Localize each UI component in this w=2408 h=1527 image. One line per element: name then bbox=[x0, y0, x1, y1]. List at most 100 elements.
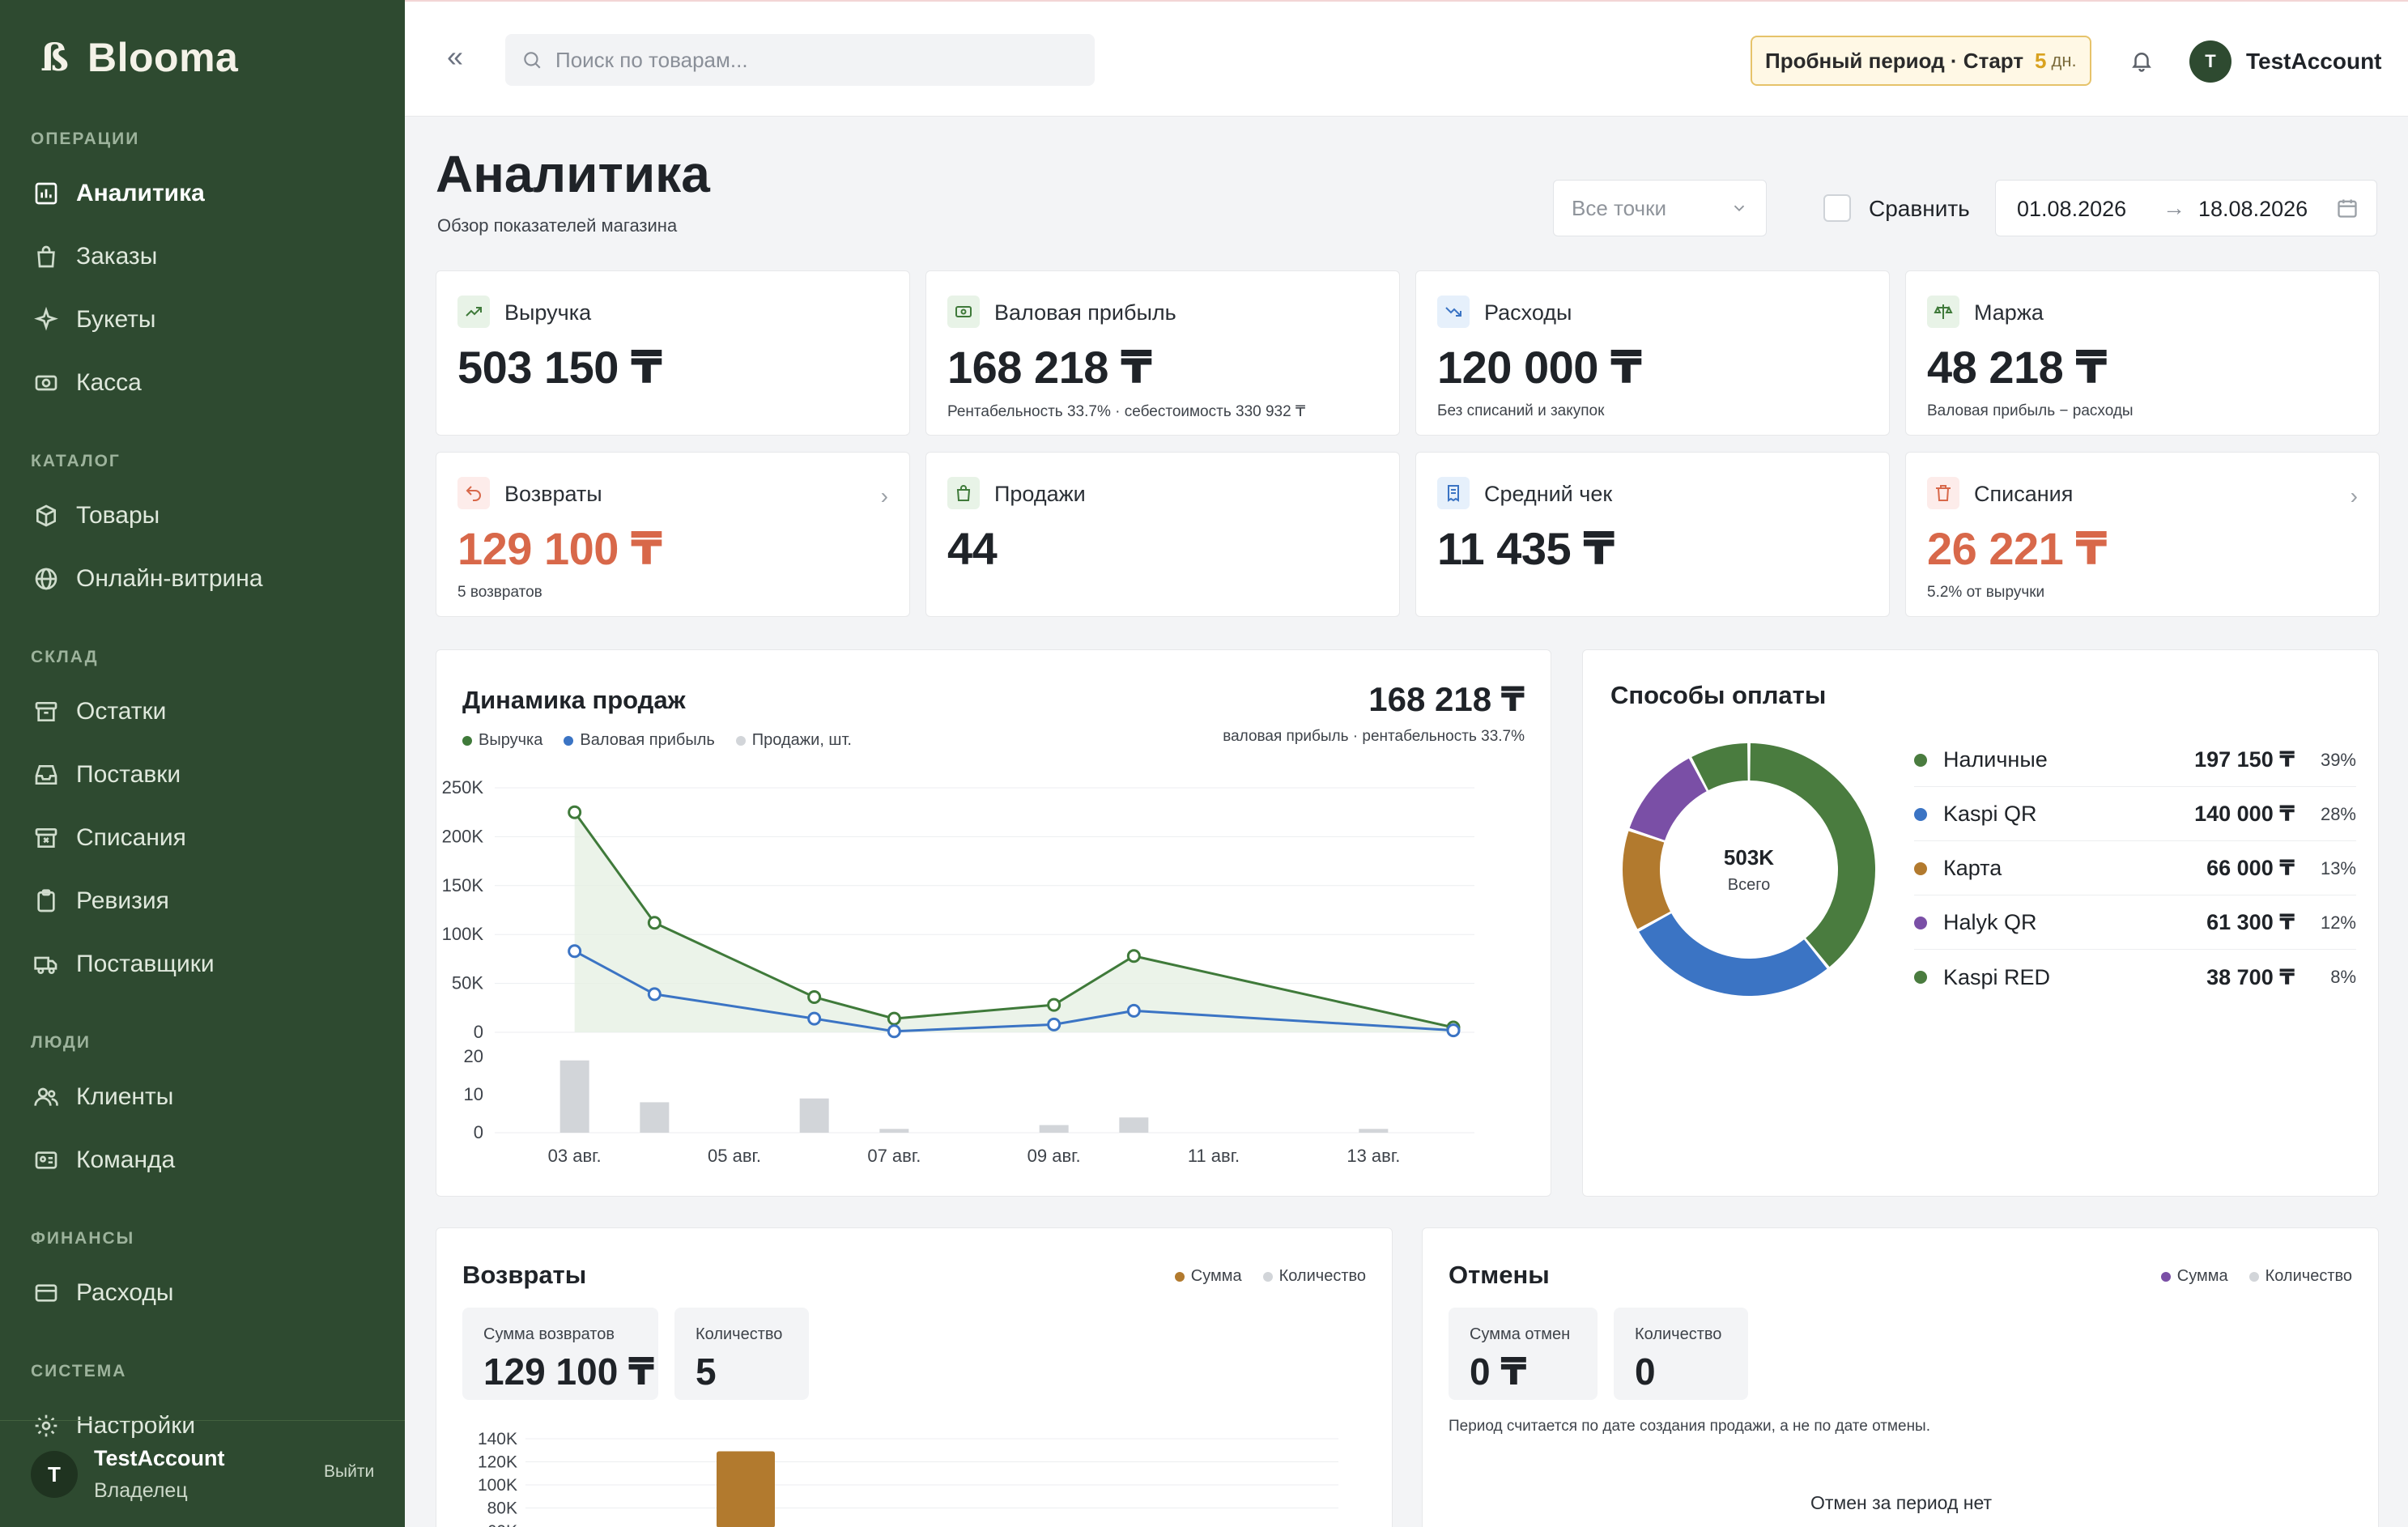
kpi-note: 5.2% от выручки bbox=[1927, 584, 2045, 601]
date-range-picker[interactable]: 01.08.2026 → 18.08.2026 bbox=[1995, 180, 2377, 236]
cancels-legend-count[interactable]: Количество bbox=[2248, 1267, 2352, 1286]
archive-icon bbox=[32, 698, 60, 725]
kpi-value: 26 221 ₸ bbox=[1927, 523, 2107, 574]
returns-y-tick-label: 60K bbox=[487, 1522, 517, 1527]
returns-legend-count[interactable]: Количество bbox=[1262, 1267, 1366, 1286]
sidebar-item[interactable]: Аналитика bbox=[15, 167, 390, 220]
sales-panel-title: Динамика продаж bbox=[462, 686, 686, 714]
legend-sales-label: Продажи, шт. bbox=[751, 731, 852, 749]
sidebar: ß Blooma ОПЕРАЦИИ Аналитика Заказы Букеты Ка… bbox=[0, 0, 405, 1527]
revenue-point bbox=[1126, 949, 1141, 963]
sidebar-item[interactable]: Расходы bbox=[15, 1266, 390, 1320]
sales-chart: 0 50K 100K 150K 200K 250K 0 10 20 03 авг. 05 авг. 0… bbox=[442, 777, 1474, 1166]
sidebar-item[interactable]: Заказы bbox=[15, 230, 390, 283]
cancels-count-value: 0 bbox=[1635, 1350, 1656, 1393]
sales-bar bbox=[1359, 1129, 1389, 1133]
sidebar-item[interactable]: Команда bbox=[15, 1134, 390, 1187]
sales-bar bbox=[640, 1102, 670, 1133]
inbox-icon bbox=[32, 761, 60, 789]
payment-method-amount: 61 300 ₸ bbox=[2206, 910, 2295, 934]
kpi-value: 11 435 ₸ bbox=[1437, 523, 1615, 574]
sidebar-item[interactable]: Поставки bbox=[15, 748, 390, 802]
nav-section-title: ФИНАНСЫ bbox=[31, 1229, 135, 1248]
y-tick-label: 50K bbox=[452, 973, 483, 993]
compare-checkbox[interactable] bbox=[1823, 194, 1851, 222]
sales-dynamics-panel: Динамика продаж Выручка Валовая прибыль … bbox=[436, 649, 1551, 1197]
cancels-count-label: Количество bbox=[1635, 1325, 1722, 1343]
legend-revenue[interactable]: Выручка bbox=[462, 731, 542, 750]
sidebar-item[interactable]: Ревизия bbox=[15, 874, 390, 928]
returns-legend-sum[interactable]: Сумма bbox=[1174, 1267, 1242, 1286]
returns-count-value: 5 bbox=[696, 1350, 717, 1393]
sidebar-item[interactable]: Касса bbox=[15, 356, 390, 410]
donut-slice bbox=[1629, 758, 1707, 840]
sales-bar bbox=[559, 1060, 589, 1133]
y-tick-label: 250K bbox=[442, 777, 484, 798]
payment-method-percent: 39% bbox=[2320, 749, 2356, 770]
date-from[interactable]: 01.08.2026 bbox=[2017, 197, 2127, 221]
bell-icon[interactable] bbox=[2129, 49, 2154, 73]
returns-legend-sum-label: Сумма bbox=[1190, 1267, 1242, 1285]
sidebar-item[interactable]: Букеты bbox=[15, 293, 390, 347]
sidebar-item[interactable]: Поставщики bbox=[15, 938, 390, 991]
top-user-avatar[interactable]: T bbox=[2189, 40, 2231, 83]
bar-y-tick-label: 10 bbox=[464, 1084, 483, 1104]
legend-profit[interactable]: Валовая прибыль bbox=[564, 731, 715, 750]
kpi-card[interactable]: Списания 26 221 ₸ 5.2% от выручки › bbox=[1905, 452, 2380, 617]
payment-color-dot bbox=[1914, 916, 1927, 929]
chevron-right-icon[interactable]: › bbox=[2350, 483, 2358, 508]
search-input[interactable] bbox=[555, 47, 1074, 73]
sidebar-item-label: Команда bbox=[76, 1146, 176, 1173]
donut-center-value: 503K bbox=[1723, 845, 1775, 870]
sidebar-user[interactable]: T TestAccount Владелец bbox=[31, 1446, 225, 1503]
collapse-sidebar-icon[interactable]: « bbox=[447, 40, 464, 73]
points-select-value: Все точки bbox=[1572, 195, 1666, 220]
cancels-sum-card: Сумма отмен 0 ₸ bbox=[1449, 1308, 1598, 1400]
kpi-card[interactable]: Возвраты 129 100 ₸ 5 возвратов › bbox=[436, 452, 910, 617]
calendar-icon[interactable] bbox=[2336, 197, 2359, 219]
trial-badge[interactable]: Пробный период · Старт 5 дн. bbox=[1751, 36, 2091, 86]
returns-count-card: Количество 5 bbox=[674, 1308, 809, 1400]
points-select[interactable]: Все точки bbox=[1553, 180, 1767, 236]
trend-up-icon bbox=[457, 296, 490, 328]
sidebar-divider bbox=[0, 1420, 405, 1421]
revenue-point bbox=[647, 916, 662, 930]
search-box[interactable] bbox=[505, 34, 1095, 86]
revenue-point bbox=[887, 1011, 901, 1026]
revenue-point bbox=[568, 805, 582, 819]
globe-icon bbox=[32, 565, 60, 593]
sidebar-item[interactable]: Списания bbox=[15, 811, 390, 865]
returns-sum-value: 129 100 ₸ bbox=[483, 1350, 655, 1393]
cancels-panel: Отмены Сумма Количество Сумма отмен 0 ₸ … bbox=[1422, 1227, 2379, 1527]
cash-icon bbox=[32, 369, 60, 397]
sidebar-item[interactable]: Онлайн-витрина bbox=[15, 552, 390, 606]
logout-button[interactable]: Выйти bbox=[324, 1462, 375, 1481]
legend-sales-dot bbox=[735, 735, 746, 746]
payment-method-row: Наличные 197 150 ₸ 39% bbox=[1914, 734, 2356, 787]
kpi-label: Средний чек bbox=[1484, 482, 1613, 506]
chevron-right-icon[interactable]: › bbox=[880, 483, 888, 508]
payment-method-amount: 38 700 ₸ bbox=[2206, 964, 2295, 989]
returns-legend: Сумма Количество bbox=[1174, 1267, 1366, 1286]
sidebar-item[interactable]: Клиенты bbox=[15, 1070, 390, 1124]
top-user-name[interactable]: TestAccount bbox=[2246, 49, 2382, 74]
payment-method-name: Kaspi QR bbox=[1943, 802, 2037, 826]
cancels-legend-sum[interactable]: Сумма bbox=[2160, 1267, 2228, 1286]
sidebar-item[interactable]: Товары bbox=[15, 489, 390, 542]
sales-bar bbox=[1039, 1125, 1069, 1133]
date-to[interactable]: 18.08.2026 bbox=[2198, 197, 2308, 221]
compare-label[interactable]: Сравнить bbox=[1869, 196, 1970, 221]
kpi-value: 120 000 ₸ bbox=[1437, 342, 1642, 393]
archive-x-icon bbox=[32, 824, 60, 852]
kpi-label: Списания bbox=[1974, 482, 2074, 506]
legend-revenue-dot bbox=[462, 735, 472, 746]
legend-sales[interactable]: Продажи, шт. bbox=[735, 731, 852, 750]
payment-method-amount: 140 000 ₸ bbox=[2194, 802, 2295, 826]
sidebar-item-label: Расходы bbox=[76, 1279, 174, 1306]
sales-total: 168 218 ₸ bbox=[1368, 680, 1525, 718]
kpi-card: Маржа 48 218 ₸ Валовая прибыль − расходы bbox=[1905, 270, 2380, 436]
sidebar-item[interactable]: Настройки bbox=[15, 1399, 390, 1453]
app-logo[interactable]: ß Blooma bbox=[40, 34, 238, 81]
sidebar-item[interactable]: Остатки bbox=[15, 685, 390, 738]
payment-method-name: Карта bbox=[1943, 856, 2002, 880]
